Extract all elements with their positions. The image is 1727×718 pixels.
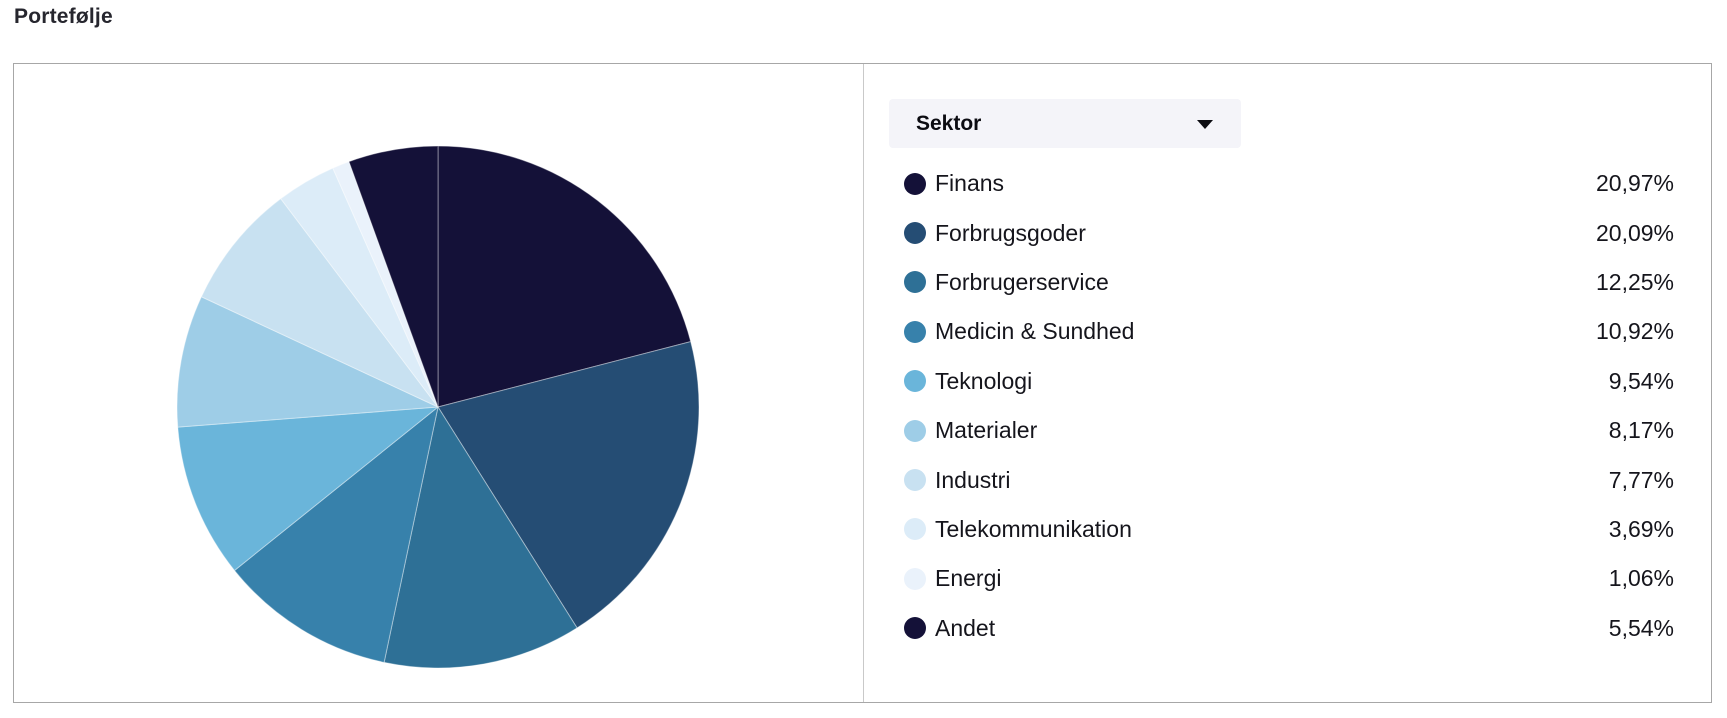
legend-percentage: 3,69%: [1608, 515, 1674, 542]
pie-slice-energi[interactable]: [332, 161, 439, 408]
legend-percentage: 20,09%: [1595, 219, 1674, 246]
page-title: Portefølje: [14, 5, 113, 28]
pie-chart-svg: [176, 145, 700, 669]
legend-label: Telekommunikation: [935, 515, 1132, 542]
legend-percentage: 1,06%: [1608, 565, 1674, 592]
legend-color-dot: [904, 419, 926, 442]
legend-percentage: 20,97%: [1595, 170, 1674, 197]
legend: Finans 20,97% Forbrugsgoder 20,09% Forbruger…: [904, 159, 1674, 653]
pie-slice-industri[interactable]: [200, 198, 439, 408]
legend-percentage: 9,54%: [1608, 367, 1674, 394]
legend-percentage: 8,17%: [1608, 417, 1674, 444]
legend-panel: Sektor Finans 20,97% Forbrugsgoder 20,09% Fo…: [864, 64, 1712, 702]
portfolio-card: Sektor Finans 20,97% Forbrugsgoder 20,09% Fo…: [13, 63, 1712, 703]
legend-row-forbrugerservice[interactable]: Forbrugerservice 12,25%: [904, 258, 1674, 307]
legend-percentage: 7,77%: [1608, 466, 1674, 493]
legend-color-dot: [904, 469, 926, 492]
legend-row-teknologi[interactable]: Teknologi 9,54%: [904, 357, 1674, 406]
legend-row-finans[interactable]: Finans 20,97%: [904, 159, 1674, 208]
legend-label: Finans: [935, 170, 1005, 197]
legend-color-dot: [904, 370, 926, 393]
pie-slice-telekommunikation[interactable]: [280, 167, 439, 408]
legend-label: Teknologi: [935, 367, 1033, 394]
panel-divider: [863, 64, 864, 702]
legend-label: Medicin & Sundhed: [935, 318, 1135, 345]
legend-color-dot: [904, 271, 926, 294]
legend-row-forbrugsgoder[interactable]: Forbrugsgoder 20,09%: [904, 208, 1674, 257]
legend-color-dot: [904, 222, 926, 245]
legend-percentage: 5,54%: [1608, 614, 1674, 641]
pie-chart: [176, 145, 700, 669]
sector-dropdown[interactable]: Sektor: [889, 99, 1241, 148]
legend-label: Materialer: [935, 417, 1038, 444]
legend-row-energi[interactable]: Energi 1,06%: [904, 554, 1674, 603]
legend-color-dot: [904, 617, 926, 640]
pie-slice-forbrugsgoder[interactable]: [437, 341, 700, 629]
legend-row-andet[interactable]: Andet 5,54%: [904, 604, 1674, 653]
pie-slice-forbrugerservice[interactable]: [383, 406, 578, 669]
legend-color-dot: [904, 172, 926, 195]
legend-row-materialer[interactable]: Materialer 8,17%: [904, 406, 1674, 455]
legend-label: Forbrugerservice: [935, 268, 1109, 295]
legend-row-medicin-sundhed[interactable]: Medicin & Sundhed 10,92%: [904, 307, 1674, 356]
legend-label: Energi: [935, 565, 1002, 592]
legend-color-dot: [904, 567, 926, 590]
legend-color-dot: [904, 320, 926, 343]
chevron-down-icon: [1197, 119, 1213, 129]
legend-row-telekommunikation[interactable]: Telekommunikation 3,69%: [904, 505, 1674, 554]
legend-percentage: 10,92%: [1595, 318, 1674, 345]
legend-color-dot: [904, 518, 926, 541]
legend-row-industri[interactable]: Industri 7,77%: [904, 455, 1674, 504]
pie-slice-materialer[interactable]: [176, 296, 439, 428]
pie-slice-teknologi[interactable]: [177, 406, 439, 571]
pie-slice-finans[interactable]: [437, 145, 692, 408]
pie-slice-medicin-sundhed[interactable]: [234, 406, 439, 663]
legend-label: Industri: [935, 466, 1011, 493]
legend-percentage: 12,25%: [1595, 268, 1674, 295]
pie-slice-andet[interactable]: [348, 145, 439, 408]
sector-dropdown-label: Sektor: [916, 111, 982, 135]
legend-label: Forbrugsgoder: [935, 219, 1086, 246]
legend-label: Andet: [935, 614, 996, 641]
